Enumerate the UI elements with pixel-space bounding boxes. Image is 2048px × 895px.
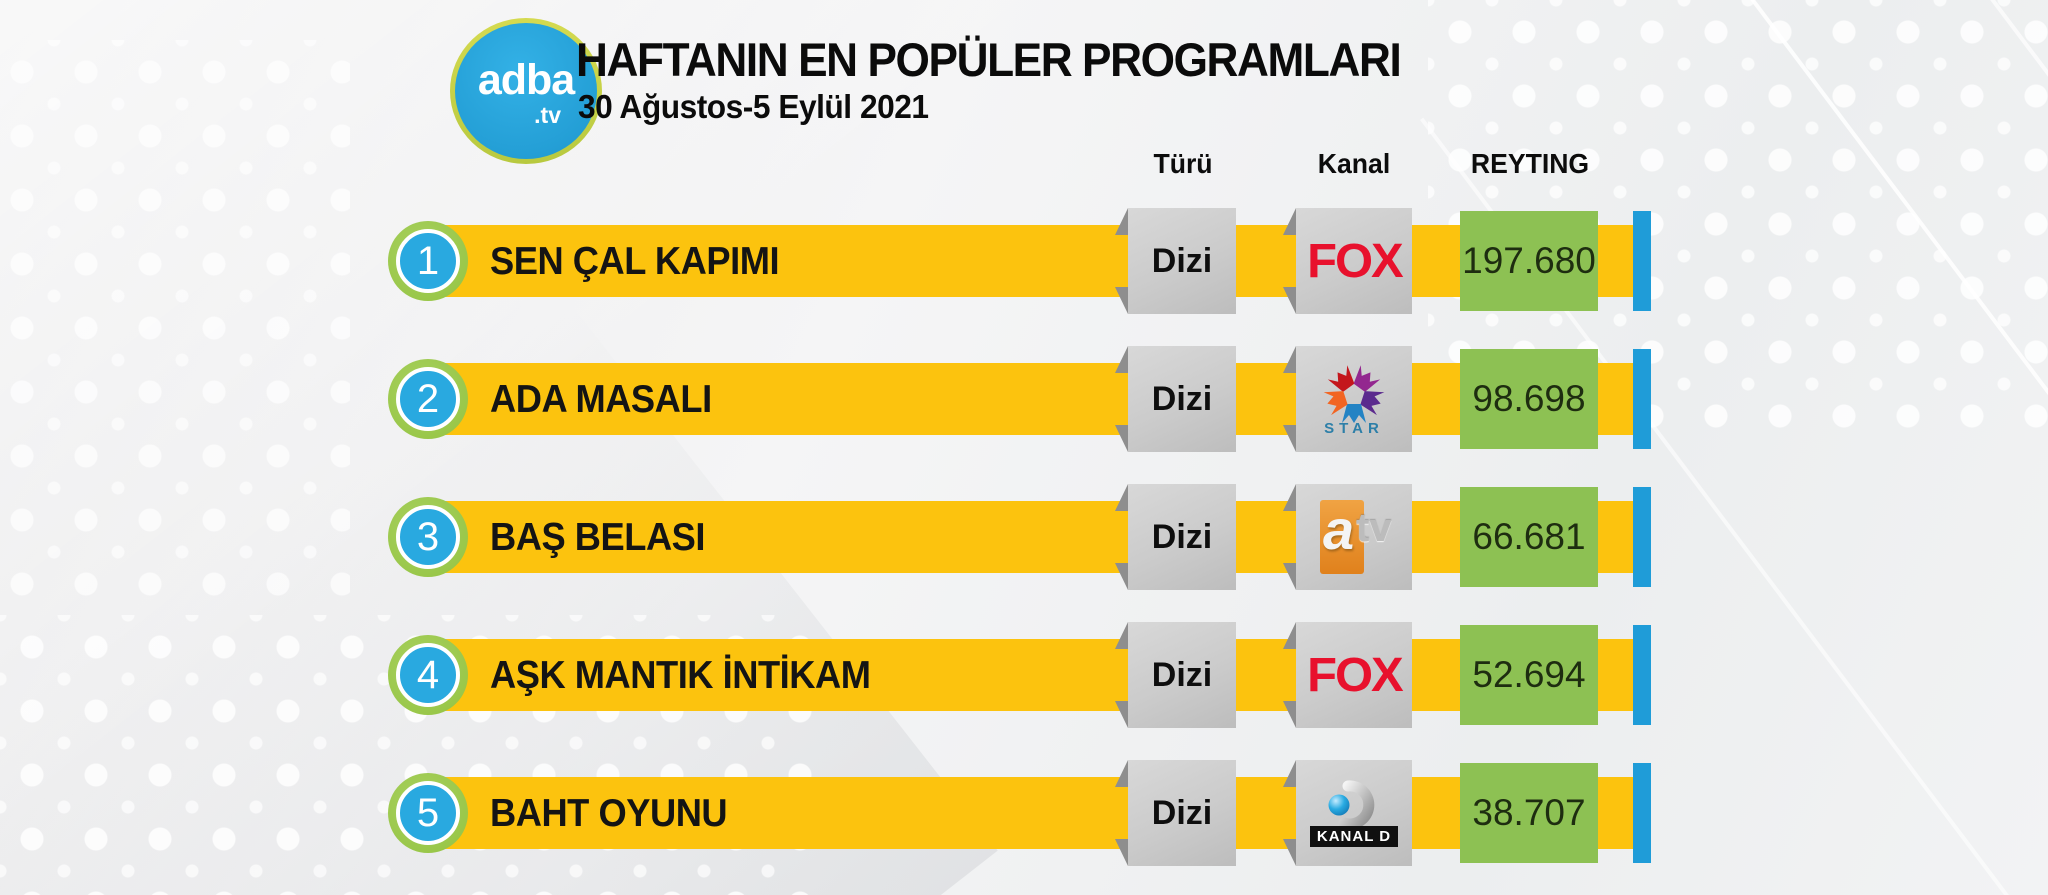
type-label: Dizi (1151, 379, 1213, 418)
rating-value: 197.680 (1462, 240, 1596, 281)
rating-box: 38.707 (1460, 763, 1598, 863)
star-tv-logo: STAR (1316, 363, 1392, 435)
row-bar (425, 225, 1637, 297)
rating-box: 98.698 (1460, 349, 1598, 449)
rank-number: 5 (396, 781, 460, 845)
ribbon-fold-icon (1115, 208, 1128, 235)
rank-badge: 4 (388, 635, 468, 715)
ribbon-fold-icon (1283, 346, 1296, 373)
type-label: Dizi (1151, 793, 1213, 832)
page-title: HAFTANIN EN POPÜLER PROGRAMLARI (576, 33, 1402, 86)
column-header-type: Türü (1153, 148, 1213, 179)
program-name: AŞK MANTIK İNTİKAM (490, 654, 871, 697)
ribbon-fold-icon (1115, 622, 1128, 649)
rating-box: 66.681 (1460, 487, 1598, 587)
rank-badge: 5 (388, 773, 468, 853)
ranking-row: 3 BAŞ BELASI Dizi a tv 66.681 (0, 468, 2048, 606)
row-endcap (1633, 349, 1651, 449)
channel-box: a tv (1283, 484, 1412, 590)
rank-badge: 2 (388, 359, 468, 439)
program-name: ADA MASALI (490, 378, 712, 421)
ribbon-fold-icon (1115, 425, 1128, 452)
type-box: Dizi (1115, 484, 1236, 590)
row-endcap (1633, 487, 1651, 587)
type-label: Dizi (1151, 517, 1213, 556)
adba-tv-logo-text: adba (477, 56, 575, 104)
ribbon-fold-icon (1283, 701, 1296, 728)
ribbon-fold-icon (1283, 563, 1296, 590)
ribbon-fold-icon (1283, 760, 1296, 787)
ribbon-fold-icon (1283, 839, 1296, 866)
rank-number: 2 (396, 367, 460, 431)
atv-logo-a-text: a (1323, 498, 1355, 561)
row-bar (425, 639, 1637, 711)
rating-value: 52.694 (1472, 654, 1586, 695)
adba-tv-logo: adba .tv (455, 23, 597, 159)
ranking-row: 1 SEN ÇAL KAPIMI Dizi FOX 197.680 (0, 192, 2048, 330)
type-box: Dizi (1115, 622, 1236, 728)
ribbon-fold-icon (1115, 839, 1128, 866)
type-label: Dizi (1151, 241, 1213, 280)
row-endcap (1633, 763, 1651, 863)
row-bar (425, 363, 1637, 435)
ribbon-fold-icon (1115, 484, 1128, 511)
channel-box: FOX (1283, 208, 1412, 314)
ribbon-fold-icon (1283, 622, 1296, 649)
fox-logo: FOX (1306, 648, 1404, 702)
row-bar (425, 777, 1637, 849)
type-label: Dizi (1151, 655, 1213, 694)
rating-box: 52.694 (1460, 625, 1598, 725)
ribbon-fold-icon (1115, 287, 1128, 314)
star-tv-logo-text: STAR (1324, 420, 1384, 435)
star-tv-logo-icon: STAR (1323, 365, 1385, 435)
column-header-rating: REYTING (1470, 148, 1590, 179)
program-name: BAHT OYUNU (490, 792, 728, 835)
row-endcap (1633, 211, 1651, 311)
program-name: SEN ÇAL KAPIMI (490, 240, 780, 283)
type-box: Dizi (1115, 346, 1236, 452)
atv-logo-tv-text: tv (1356, 506, 1392, 550)
atv-logo-orange-box (1320, 500, 1364, 574)
rank-number: 4 (396, 643, 460, 707)
atv-logo: a tv (1296, 484, 1412, 590)
ribbon-fold-icon (1115, 760, 1128, 787)
rating-value: 38.707 (1472, 792, 1586, 833)
ribbon-fold-icon (1283, 287, 1296, 314)
type-box: Dizi (1115, 208, 1236, 314)
rating-value: 98.698 (1472, 378, 1586, 419)
ribbon-fold-icon (1283, 425, 1296, 452)
adba-tv-logo-tv-text: .tv (534, 102, 561, 128)
kanal-d-logo-text: KANAL D (1309, 825, 1399, 847)
column-header-channel: Kanal (1317, 148, 1391, 179)
ribbon-fold-icon (1115, 563, 1128, 590)
rating-box: 197.680 (1460, 211, 1598, 311)
program-name: BAŞ BELASI (490, 516, 706, 559)
row-endcap (1633, 625, 1651, 725)
rank-number: 3 (396, 505, 460, 569)
kanal-d-logo-icon (1328, 779, 1375, 829)
ranking-row: 2 ADA MASALI Dizi STAR (0, 330, 2048, 468)
ranking-row: 5 BAHT OYUNU Dizi (0, 744, 2048, 882)
fox-logo: FOX (1306, 234, 1404, 288)
kanal-d-logo: KANAL D (1309, 779, 1399, 847)
ribbon-fold-icon (1283, 208, 1296, 235)
date-range: 30 Ağustos-5 Eylül 2021 (578, 88, 929, 125)
channel-box: FOX (1283, 622, 1412, 728)
rank-number: 1 (396, 229, 460, 293)
rank-badge: 1 (388, 221, 468, 301)
ribbon-fold-icon (1115, 701, 1128, 728)
channel-box: KANAL D (1283, 760, 1412, 866)
rank-badge: 3 (388, 497, 468, 577)
channel-box: STAR (1283, 346, 1412, 452)
ribbon-fold-icon (1115, 346, 1128, 373)
ranking-row: 4 AŞK MANTIK İNTİKAM Dizi FOX 52.694 (0, 606, 2048, 744)
rating-value: 66.681 (1472, 516, 1586, 557)
ribbon-fold-icon (1283, 484, 1296, 511)
row-bar (425, 501, 1637, 573)
type-box: Dizi (1115, 760, 1236, 866)
